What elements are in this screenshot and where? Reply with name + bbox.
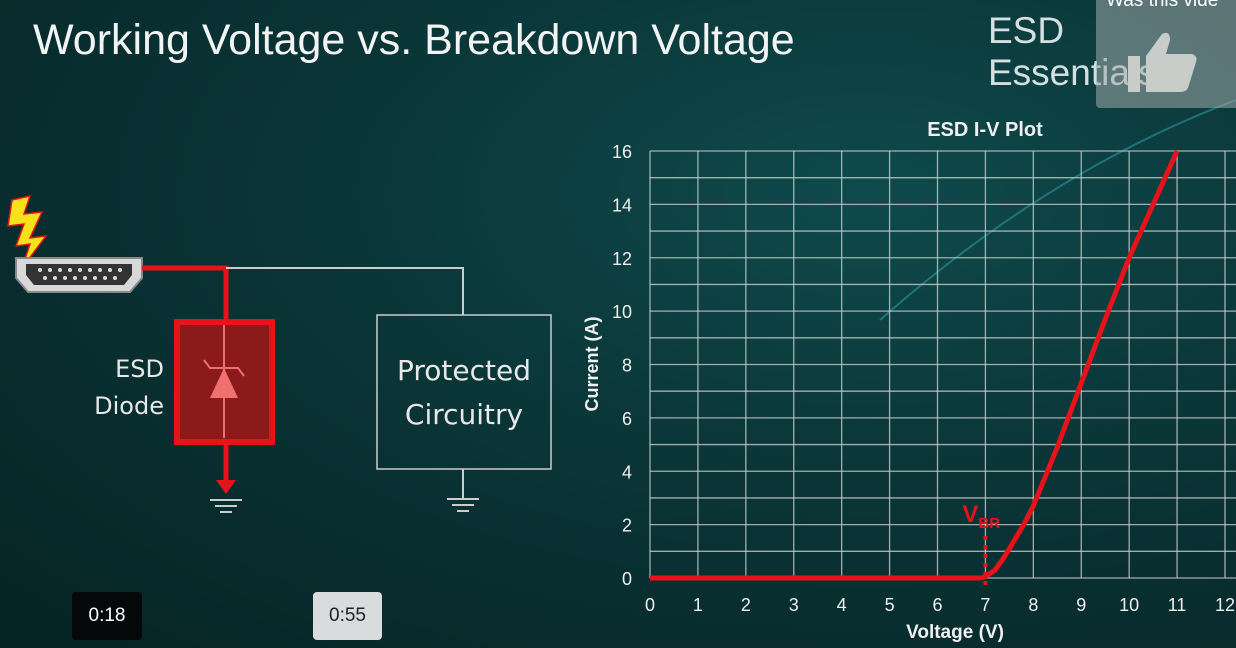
x-tick-label: 6 [932,595,942,615]
x-tick-label: 8 [1028,595,1038,615]
y-tick-label: 14 [612,195,632,215]
iv-chart: ESD I-V Plot 0 1 2 3 4 5 6 7 8 9 10 11 12 0246810121… [582,119,1236,643]
tvs-diode-icon [203,325,245,438]
timestamp-current[interactable]: 0:18 [72,592,142,640]
lightning-icon [7,194,48,269]
x-tick-label: 2 [741,595,751,615]
x-tick-label: 3 [789,595,799,615]
thumbs-up-icon[interactable] [1128,30,1198,94]
feedback-overlay[interactable]: Was this vide [1096,0,1236,108]
chart-title: ESD I-V Plot [927,119,1043,141]
y-tick-label: 4 [622,462,632,482]
x-tick-label: 0 [645,595,655,615]
circuit-diagram: ESD Diode Protected Circuitry [7,194,552,513]
y-tick-label: 16 [612,142,632,162]
decorative-arc [879,99,1236,321]
feedback-prompt: Was this vide [1106,0,1219,11]
series-line [650,149,1180,581]
protected-label: Protected [397,354,531,387]
esd-label: ESD [115,355,164,383]
y-tick-label: 6 [622,409,632,429]
y-tick-label: 10 [612,302,632,322]
x-tick-label: 5 [885,595,895,615]
timestamp-duration[interactable]: 0:55 [313,592,382,640]
x-axis-label: Voltage (V) [906,622,1004,643]
hdmi-connector-icon [15,257,143,293]
x-tick-label: 9 [1076,595,1086,615]
y-axis-label: Current (A) [582,317,602,412]
ground-icon [447,498,479,512]
vbr-annotation: VBR [962,501,1000,532]
y-tick-label: 0 [622,569,632,589]
x-tick-label: 4 [837,595,847,615]
y-tick-label: 2 [622,516,632,536]
slide-title: Working Voltage vs. Breakdown Voltage [33,16,795,64]
circuitry-label: Circuitry [405,398,523,431]
protected-circuitry-box [376,314,552,470]
y-tick-label: 12 [612,249,632,269]
x-tick-label: 12 [1215,595,1235,615]
x-tick-label: 11 [1168,595,1187,615]
x-tick-label: 7 [980,595,990,615]
x-tick-label: 10 [1119,595,1139,615]
vbr-subscript: BR [978,515,1000,532]
y-tick-label: 8 [622,356,632,376]
x-tick-label: 1 [693,595,703,615]
diode-label: Diode [94,392,164,420]
ground-icon [210,499,242,513]
